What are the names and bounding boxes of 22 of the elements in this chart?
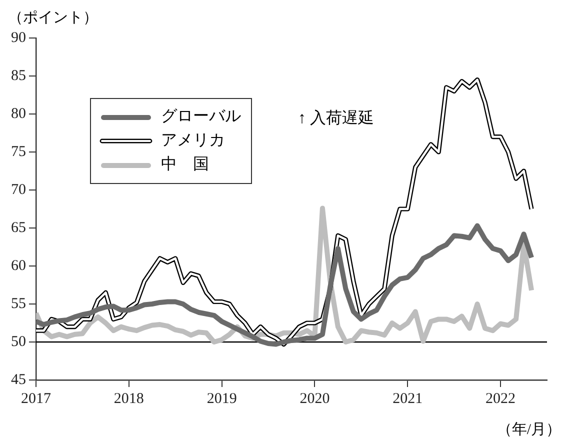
y-tick-label: 60: [11, 258, 26, 274]
x-tick-label: 2022: [486, 390, 516, 407]
annotation: ↑ 入荷遅延: [298, 108, 374, 129]
x-tick-label: 2017: [21, 390, 52, 407]
legend-label: 中 国: [161, 154, 209, 175]
x-tick-label: 2018: [114, 390, 144, 407]
y-tick-label: 80: [11, 106, 26, 122]
x-tick-label: 2021: [392, 390, 423, 407]
legend-label: グローバル: [161, 107, 241, 127]
y-tick-label: 90: [11, 30, 26, 46]
y-tick-label: 45: [11, 372, 26, 388]
x-tick-label: 2020: [300, 390, 330, 407]
y-tick-label: 65: [11, 220, 26, 236]
y-axis-title: （ポイント）: [8, 9, 98, 27]
x-tick-label: 2019: [206, 390, 237, 407]
y-tick-label: 55: [11, 296, 26, 312]
y-tick-label: 70: [11, 182, 26, 198]
legend-label: アメリカ: [161, 131, 225, 151]
y-tick-label: 85: [11, 68, 26, 84]
y-tick-label: 50: [11, 334, 26, 350]
x-axis-title: （年/月）: [496, 421, 561, 439]
y-tick-label: 75: [11, 144, 26, 160]
